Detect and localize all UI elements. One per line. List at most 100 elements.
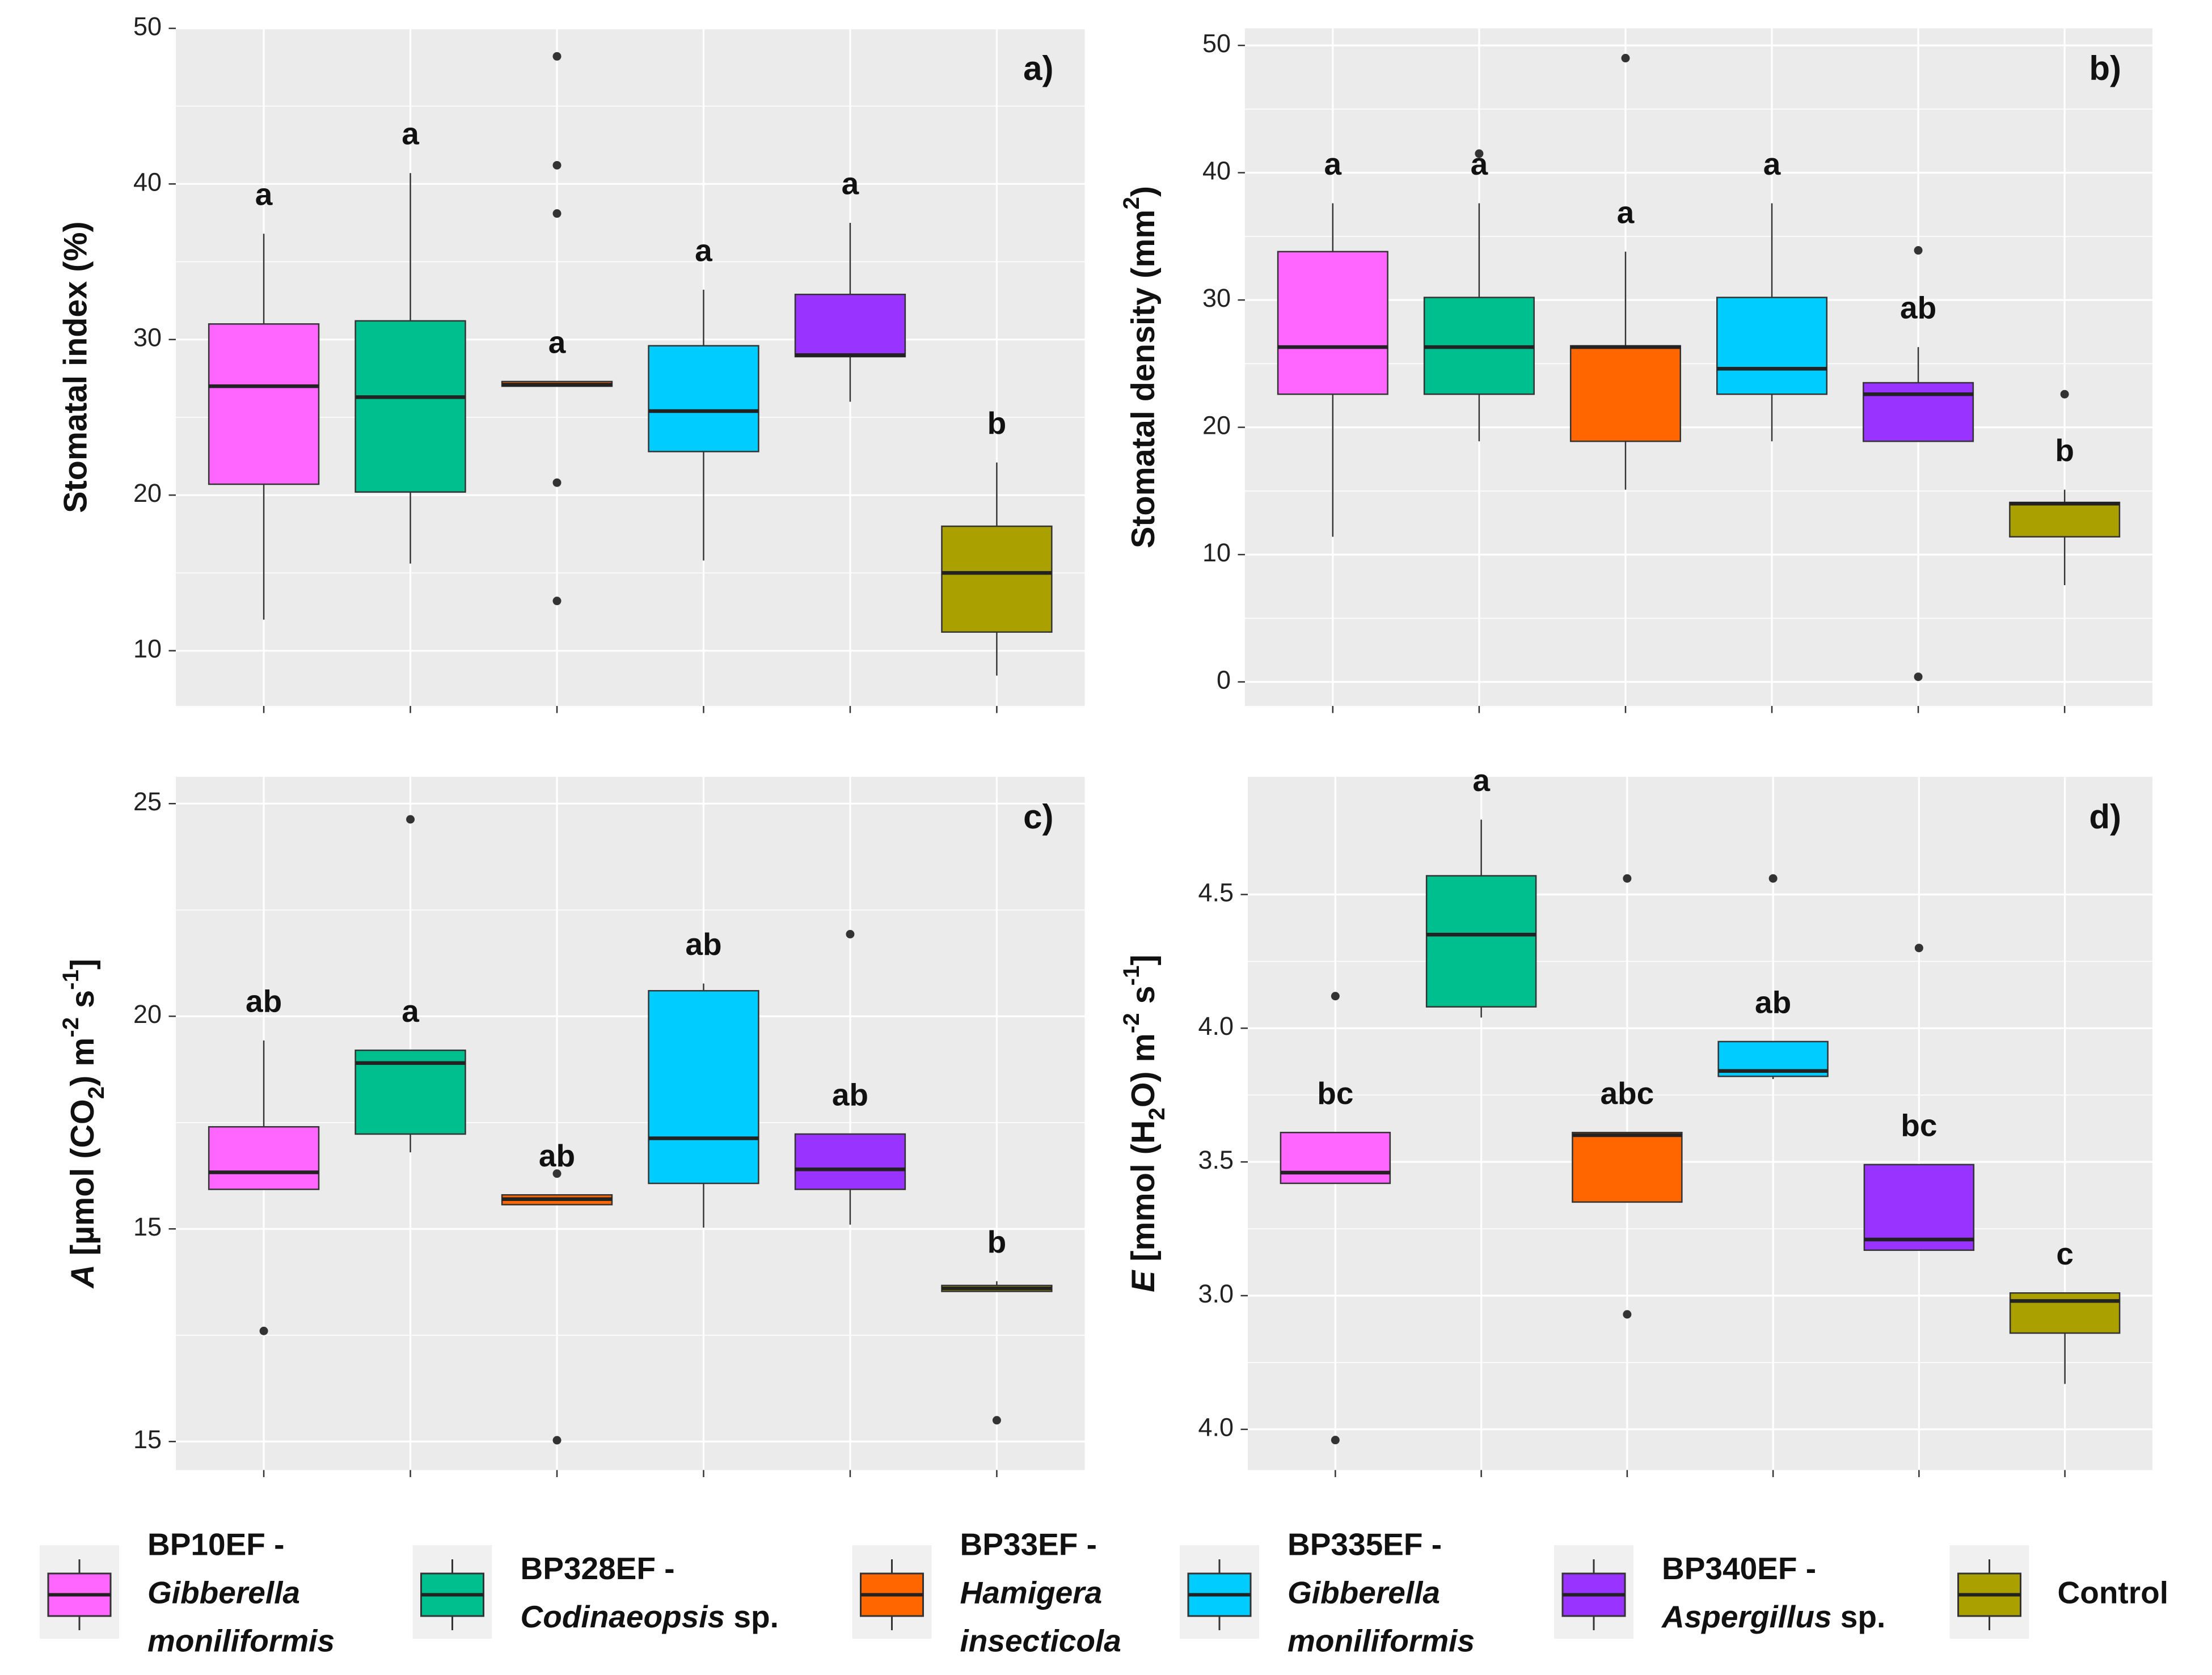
legend-text: Gibberella: [1287, 1575, 1440, 1610]
y-tick-label: 3.5: [1198, 1145, 1234, 1174]
y-tick-label: 25: [133, 787, 162, 816]
y-tick-label: 40: [133, 167, 162, 196]
text-part: BP340EF -: [1662, 1551, 1816, 1586]
significance-letter: a: [255, 177, 273, 212]
legend-text: moniliformis: [1287, 1623, 1475, 1658]
text-part: Stomatal index (%): [58, 221, 94, 513]
significance-letter: c: [2056, 1236, 2074, 1271]
italic-part: insecticola: [960, 1623, 1121, 1658]
supscript: -1: [1118, 966, 1144, 986]
text-part: ): [1125, 186, 1162, 197]
significance-letter: a: [402, 993, 419, 1029]
y-tick-label: 4.0: [1198, 1012, 1234, 1040]
subscript: 2: [83, 1086, 109, 1099]
outlier: [992, 1416, 1001, 1425]
significance-letter: ab: [539, 1138, 575, 1173]
y-tick-label: 10: [1202, 538, 1231, 567]
plot-background: [176, 28, 1085, 707]
text-part: ]: [1125, 954, 1162, 965]
text-part: ) m: [65, 1038, 101, 1086]
significance-letter: ab: [1900, 290, 1936, 325]
legend-text: BP340EF -: [1662, 1551, 1816, 1586]
box: [1569, 345, 1681, 442]
significance-letter: a: [402, 116, 419, 151]
box: [2009, 1292, 2121, 1334]
significance-letter: bc: [1317, 1076, 1353, 1111]
panel-label: d): [2089, 798, 2121, 836]
significance-letter: a: [548, 324, 566, 359]
legend-text: BP328EF -: [521, 1551, 675, 1586]
legend-text: moniliformis: [147, 1623, 335, 1658]
significance-letter: a: [1324, 146, 1342, 181]
box: [1716, 297, 1828, 395]
significance-letter: ab: [832, 1077, 868, 1113]
box: [354, 320, 466, 493]
significance-letter: ab: [1755, 984, 1791, 1020]
outlier: [1914, 672, 1923, 682]
box: [1572, 1132, 1683, 1203]
text-part: s: [65, 990, 101, 1017]
outlier: [552, 1169, 562, 1178]
y-tick-label: 30: [1202, 284, 1231, 312]
box: [794, 1133, 906, 1190]
legend-text: insecticola: [960, 1623, 1121, 1658]
outlier: [1914, 944, 1923, 953]
y-tick-label: 0: [1217, 665, 1231, 694]
box: [794, 293, 906, 358]
italic-part: E: [1125, 1270, 1162, 1292]
y-tick-label: 20: [133, 479, 162, 507]
text-part: [µmol (CO: [65, 1099, 101, 1264]
italic-part: Gibberella: [1287, 1575, 1440, 1610]
outlier: [552, 597, 562, 606]
outlier: [552, 52, 562, 61]
box: [648, 345, 759, 452]
italic-part: A: [65, 1264, 101, 1289]
supscript: -2: [1118, 1013, 1144, 1033]
significance-letter: bc: [1901, 1107, 1937, 1143]
y-axis-label: Stomatal density (mm2): [1118, 186, 1162, 548]
y-tick-label: 40: [1202, 156, 1231, 185]
box: [1280, 1132, 1391, 1185]
box: [1863, 382, 1974, 442]
text-part: BP335EF -: [1287, 1526, 1442, 1562]
box: [208, 1126, 320, 1190]
outlier: [552, 1436, 562, 1445]
outlier: [1331, 992, 1340, 1001]
text-part: Control: [2058, 1575, 2169, 1610]
italic-part: Aspergillus: [1661, 1599, 1832, 1634]
legend-text: BP33EF -: [960, 1526, 1097, 1562]
significance-letter: ab: [685, 927, 721, 962]
text-part: BP33EF -: [960, 1526, 1097, 1562]
y-tick-label: 20: [1202, 411, 1231, 439]
outlier: [1914, 246, 1923, 255]
legend-text: BP10EF -: [147, 1526, 284, 1562]
text-part: ]: [65, 959, 101, 970]
text-part: s: [1125, 985, 1162, 1013]
significance-letter: b: [987, 1224, 1007, 1259]
significance-letter: b: [987, 405, 1007, 441]
subscript: 2: [1144, 1107, 1170, 1120]
text-part: O) m: [1125, 1033, 1162, 1107]
y-tick-label: 15: [133, 1212, 162, 1241]
italic-part: Gibberella: [147, 1575, 300, 1610]
text-part: BP328EF -: [521, 1551, 675, 1586]
outlier: [1623, 1310, 1632, 1319]
panel-label: c): [1023, 798, 1053, 836]
y-tick-label: 30: [133, 323, 162, 352]
plot-background: [1245, 28, 2152, 707]
italic-part: Hamigera: [960, 1575, 1103, 1610]
text-part: BP10EF -: [147, 1526, 284, 1562]
outlier: [552, 209, 562, 218]
supscript: 2: [1118, 197, 1144, 209]
y-axis-label: A [µmol (CO2) m-2 s-1]: [58, 959, 109, 1289]
outlier: [846, 930, 855, 938]
significance-letter: ab: [246, 984, 282, 1019]
significance-letter: a: [842, 166, 859, 201]
legend-text: BP335EF -: [1287, 1526, 1442, 1562]
significance-letter: a: [695, 233, 712, 268]
italic-part: moniliformis: [147, 1623, 335, 1658]
text-part: [mmol (H: [1125, 1120, 1162, 1271]
significance-letter: a: [1471, 146, 1488, 181]
y-tick-label: 10: [133, 634, 162, 663]
